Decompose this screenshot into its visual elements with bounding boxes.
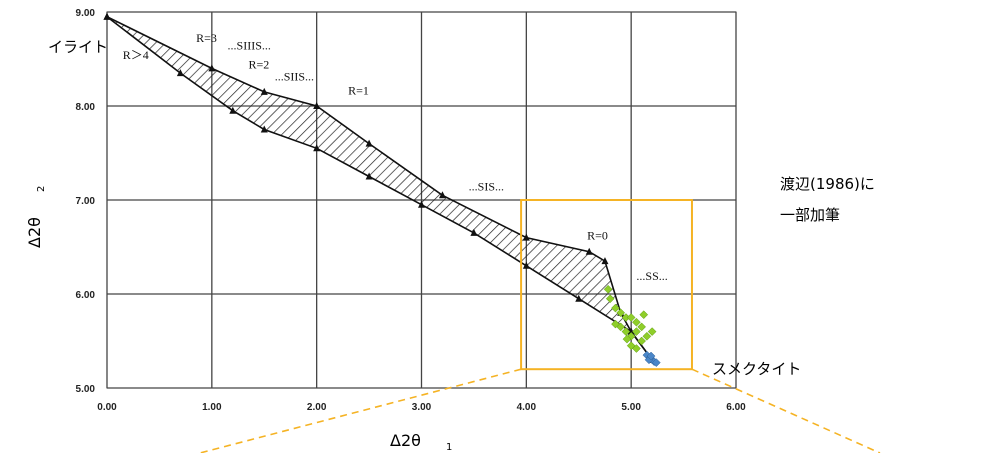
hatched-band (103, 12, 881, 453)
upper-boundary-marker (438, 191, 446, 199)
lower-boundary-marker (313, 144, 321, 152)
x-tick-label: 6.00 (726, 402, 746, 413)
x-tick-label: 3.00 (412, 402, 432, 413)
chart-annotation: R＞4 (123, 48, 149, 62)
green-data-point (637, 336, 647, 346)
upper-boundary-marker (260, 87, 268, 95)
chart-annotation: ...SIIS... (275, 70, 314, 84)
green-data-point (639, 310, 649, 320)
svg-text:2: 2 (36, 186, 47, 192)
green-data-point (611, 303, 620, 313)
lower-boundary-marker (260, 125, 268, 133)
y-tick-label: 7.00 (76, 196, 96, 207)
blue-data-point (651, 358, 661, 367)
chart-annotation: R=2 (249, 57, 270, 71)
green-data-point (603, 284, 613, 294)
x-tick-label: 4.00 (517, 402, 537, 413)
upper-boundary-marker (585, 247, 593, 255)
x-tick-label: 0.00 (97, 402, 117, 413)
green-data-point (621, 327, 631, 336)
green-data-point (605, 294, 615, 304)
green-data-point (622, 334, 632, 344)
chart-annotation: ...SS... (636, 269, 667, 283)
upper-boundary-marker (365, 139, 373, 147)
lower-boundary-marker (522, 261, 530, 269)
lower-boundary-marker (470, 228, 478, 236)
lower-boundary-line (106, 16, 653, 361)
hatched-region (107, 16, 653, 360)
lower-boundary-marker (176, 69, 184, 77)
illite-label: イライト (48, 38, 108, 56)
highlight-box (520, 199, 693, 371)
green-data-point (642, 331, 652, 341)
svg-text:Δ2θ: Δ2θ (25, 217, 44, 248)
y-tick-label: 6.00 (76, 290, 96, 301)
lower-boundary-marker (575, 294, 583, 302)
green-data-point (616, 308, 626, 318)
chart-annotation: ...SIIIS... (228, 39, 271, 53)
green-data-point (632, 327, 641, 336)
blue-data-point (646, 351, 656, 361)
source-note-line1: 渡辺(1986)に (780, 175, 875, 193)
y-tick-label: 9.00 (76, 8, 96, 19)
x-axis-title: Δ2θ (390, 431, 421, 450)
upper-boundary-marker (601, 257, 609, 265)
zoom-line-right (691, 368, 881, 453)
y-axis-title: Δ2θ 2 (25, 186, 47, 248)
x-tick-label: 1.00 (202, 402, 222, 413)
data-points (603, 284, 661, 367)
y-tick-label: 5.00 (76, 384, 96, 395)
x-tick-label: 2.00 (307, 402, 327, 413)
x-tick-label: 5.00 (621, 402, 641, 413)
green-data-point (632, 317, 641, 327)
green-data-point (632, 344, 641, 353)
chart-annotation: R=1 (348, 84, 369, 98)
lower-boundary-marker (365, 172, 373, 180)
smectite-label: スメクタイト (712, 360, 801, 378)
green-data-point (611, 319, 620, 329)
source-note-line2: 一部加筆 (780, 206, 840, 224)
annotations: R=3 ...SIIIS... R=2 ...SIIS... R=1 R＞4 ...SIS.… (123, 31, 668, 283)
upper-boundary-marker (522, 233, 530, 241)
green-data-point (647, 327, 657, 336)
upper-boundary-line (106, 15, 653, 361)
chart-annotation: ...SIS... (469, 180, 504, 194)
green-data-point (626, 313, 636, 322)
chart-annotation: R=3 (196, 31, 217, 45)
lower-boundary-marker (627, 327, 635, 335)
tick-labels: 0.00 1.00 2.00 3.00 4.00 5.00 6.00 5.00 6.00 7.00… (76, 8, 747, 413)
lower-boundary-marker (418, 200, 425, 208)
lower-boundary-marker (229, 106, 237, 114)
lower-boundary-marker (103, 12, 111, 20)
upper-boundary-marker (313, 102, 321, 109)
x-axis-title-subscript: 1 (446, 442, 452, 453)
green-data-point (637, 322, 647, 332)
upper-boundary-marker (208, 64, 216, 72)
chart-annotation: R=0 (587, 228, 608, 242)
zoom-line-left (199, 368, 522, 453)
y-tick-label: 8.00 (76, 102, 96, 113)
